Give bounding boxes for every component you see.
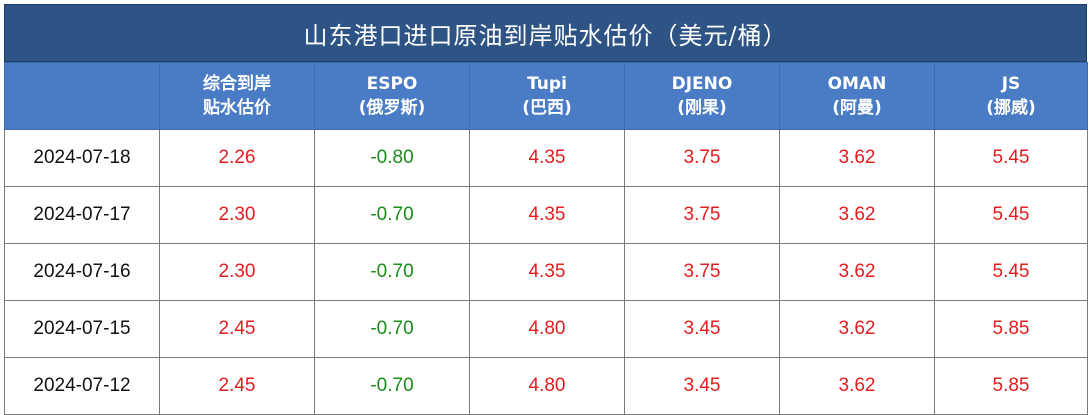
- value-cell: 3.62: [779, 300, 935, 358]
- value-cell: 3.45: [624, 300, 780, 358]
- value-cell: 2.45: [159, 357, 315, 415]
- value-cell: 3.75: [624, 129, 780, 187]
- value-cell: 2.30: [159, 186, 315, 244]
- value-cell: -0.80: [314, 129, 470, 187]
- value-cell: 2.26: [159, 129, 315, 187]
- value-cell: 4.35: [469, 186, 625, 244]
- header-tupi: Tupi (巴西): [469, 62, 625, 130]
- value-cell: -0.70: [314, 243, 470, 301]
- value-cell: 5.85: [934, 357, 1088, 415]
- value-cell: -0.70: [314, 357, 470, 415]
- value-cell: -0.70: [314, 186, 470, 244]
- date-cell: 2024-07-17: [4, 186, 160, 244]
- value-cell: 3.62: [779, 186, 935, 244]
- value-cell: 5.45: [934, 129, 1088, 187]
- value-cell: 2.30: [159, 243, 315, 301]
- header-row: 综合到岸 贴水估价 ESPO (俄罗斯) Tupi (巴西) DJENO (刚果) OM…: [4, 62, 1088, 130]
- table-row: 2024-07-17 2.30 -0.70 4.35 3.75 3.62 5.45: [4, 186, 1088, 244]
- table-row: 2024-07-15 2.45 -0.70 4.80 3.45 3.62 5.85: [4, 300, 1088, 358]
- value-cell: 3.45: [624, 357, 780, 415]
- date-cell: 2024-07-18: [4, 129, 160, 187]
- date-cell: 2024-07-16: [4, 243, 160, 301]
- value-cell: 4.80: [469, 300, 625, 358]
- header-js: JS (挪威): [934, 62, 1088, 130]
- table-row: 2024-07-16 2.30 -0.70 4.35 3.75 3.62 5.45: [4, 243, 1088, 301]
- value-cell: 3.62: [779, 243, 935, 301]
- date-cell: 2024-07-12: [4, 357, 160, 415]
- value-cell: 3.62: [779, 129, 935, 187]
- value-cell: 4.35: [469, 129, 625, 187]
- header-oman: OMAN (阿曼): [779, 62, 935, 130]
- value-cell: 3.75: [624, 186, 780, 244]
- table-row: 2024-07-12 2.45 -0.70 4.80 3.45 3.62 5.85: [4, 357, 1088, 415]
- price-table: 综合到岸 贴水估价 ESPO (俄罗斯) Tupi (巴西) DJENO (刚果) OM…: [4, 62, 1088, 415]
- price-table-container: 山东港口进口原油到岸贴水估价（美元/桶） 综合到岸 贴水估价 ESPO (俄罗斯) …: [4, 4, 1088, 415]
- table-row: 2024-07-18 2.26 -0.80 4.35 3.75 3.62 5.45: [4, 129, 1088, 187]
- date-cell: 2024-07-15: [4, 300, 160, 358]
- value-cell: -0.70: [314, 300, 470, 358]
- header-espo: ESPO (俄罗斯): [314, 62, 470, 130]
- value-cell: 4.80: [469, 357, 625, 415]
- value-cell: 3.62: [779, 357, 935, 415]
- value-cell: 3.75: [624, 243, 780, 301]
- header-djeno: DJENO (刚果): [624, 62, 780, 130]
- value-cell: 5.45: [934, 243, 1088, 301]
- header-date: [4, 62, 160, 130]
- value-cell: 5.85: [934, 300, 1088, 358]
- value-cell: 5.45: [934, 186, 1088, 244]
- value-cell: 4.35: [469, 243, 625, 301]
- table-title: 山东港口进口原油到岸贴水估价（美元/桶）: [4, 4, 1087, 62]
- value-cell: 2.45: [159, 300, 315, 358]
- header-composite: 综合到岸 贴水估价: [159, 62, 315, 130]
